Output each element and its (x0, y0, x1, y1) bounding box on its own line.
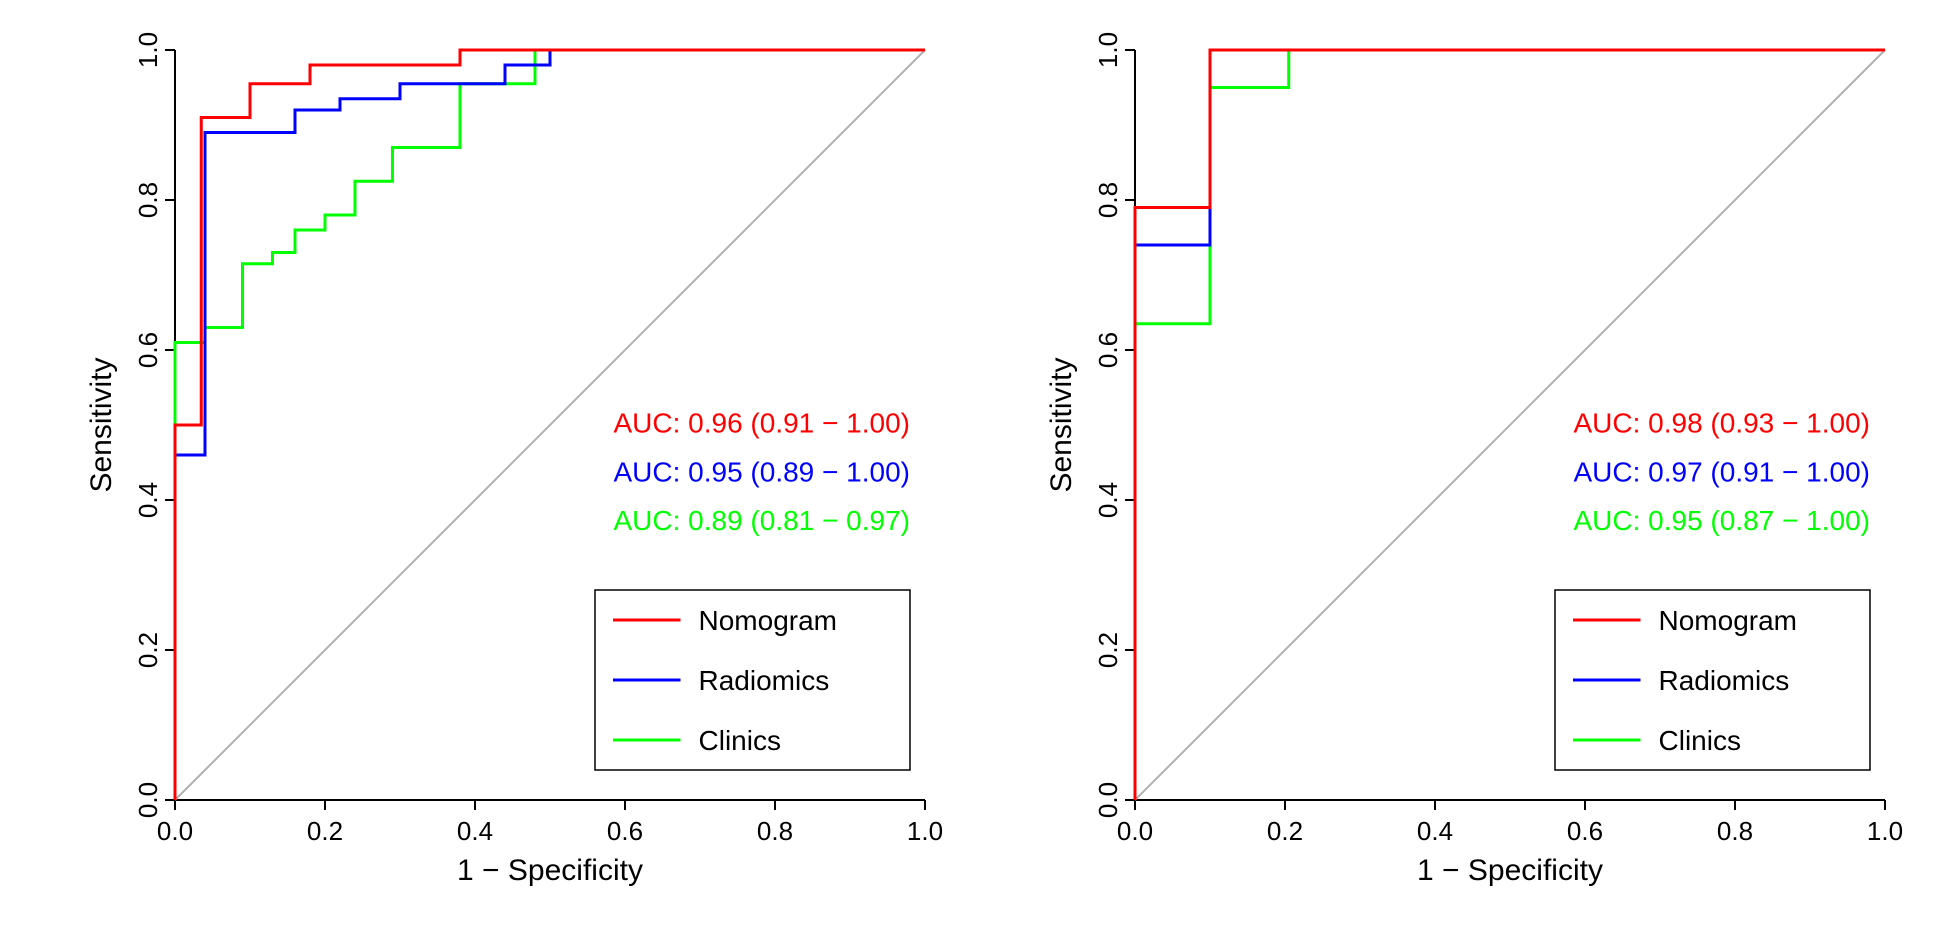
x-tick-label: 0.6 (607, 816, 643, 846)
legend-label: Clinics (699, 725, 781, 756)
legend-label: Nomogram (1659, 605, 1797, 636)
y-tick-label: 0.0 (1093, 782, 1123, 818)
auc-text: AUC: 0.98 (0.93 − 1.00) (1573, 408, 1870, 439)
roc-svg: 0.0 0.2 0.4 0.6 0.8 1.0 0.0 0.2 0.4 0.6 0.8 1.0 1 − … (1000, 20, 1930, 930)
y-tick-label: 0.6 (133, 332, 163, 368)
y-tick-label: 0.6 (1093, 332, 1123, 368)
y-tick-label: 0.2 (133, 632, 163, 668)
y-tick-label: 1.0 (133, 32, 163, 68)
legend-label: Radiomics (1659, 665, 1790, 696)
x-tick-label: 0.2 (1267, 816, 1303, 846)
legend-label: Nomogram (699, 605, 837, 636)
x-tick-label: 0.0 (1117, 816, 1153, 846)
x-tick-label: 0.8 (757, 816, 793, 846)
x-tick-label: 0.8 (1717, 816, 1753, 846)
y-tick-label: 0.4 (1093, 482, 1123, 518)
x-tick-label: 0.0 (157, 816, 193, 846)
x-axis-label: 1 − Specificity (457, 854, 643, 887)
y-tick-label: 0.8 (1093, 182, 1123, 218)
roc-figure: 0.0 0.2 0.4 0.6 0.8 1.0 0.0 0.2 0.4 0.6 0.8 1.0 1 − … (0, 0, 1950, 948)
x-tick-label: 0.4 (1417, 816, 1453, 846)
y-tick-label: 0.2 (1093, 632, 1123, 668)
y-tick-label: 0.0 (133, 782, 163, 818)
roc-svg: 0.0 0.2 0.4 0.6 0.8 1.0 0.0 0.2 0.4 0.6 0.8 1.0 1 − … (40, 20, 970, 930)
auc-text: AUC: 0.96 (0.91 − 1.00) (613, 408, 910, 439)
x-tick-label: 1.0 (1867, 816, 1903, 846)
x-axis-label: 1 − Specificity (1417, 854, 1603, 887)
legend-label: Clinics (1659, 725, 1741, 756)
x-tick-label: 0.6 (1567, 816, 1603, 846)
y-axis-label: Sensitivity (85, 357, 118, 492)
auc-text: AUC: 0.97 (0.91 − 1.00) (1573, 456, 1870, 487)
legend-label: Radiomics (699, 665, 830, 696)
y-tick-label: 0.4 (133, 482, 163, 518)
y-tick-label: 1.0 (1093, 32, 1123, 68)
y-axis-label: Sensitivity (1045, 357, 1078, 492)
auc-text: AUC: 0.89 (0.81 − 0.97) (613, 505, 910, 536)
x-tick-label: 0.2 (307, 816, 343, 846)
roc-panel-1: 0.0 0.2 0.4 0.6 0.8 1.0 0.0 0.2 0.4 0.6 0.8 1.0 1 − … (1000, 20, 1930, 930)
x-tick-label: 1.0 (907, 816, 943, 846)
x-tick-label: 0.4 (457, 816, 493, 846)
y-tick-label: 0.8 (133, 182, 163, 218)
roc-panel-0: 0.0 0.2 0.4 0.6 0.8 1.0 0.0 0.2 0.4 0.6 0.8 1.0 1 − … (40, 20, 970, 930)
auc-text: AUC: 0.95 (0.89 − 1.00) (613, 456, 910, 487)
auc-text: AUC: 0.95 (0.87 − 1.00) (1573, 505, 1870, 536)
